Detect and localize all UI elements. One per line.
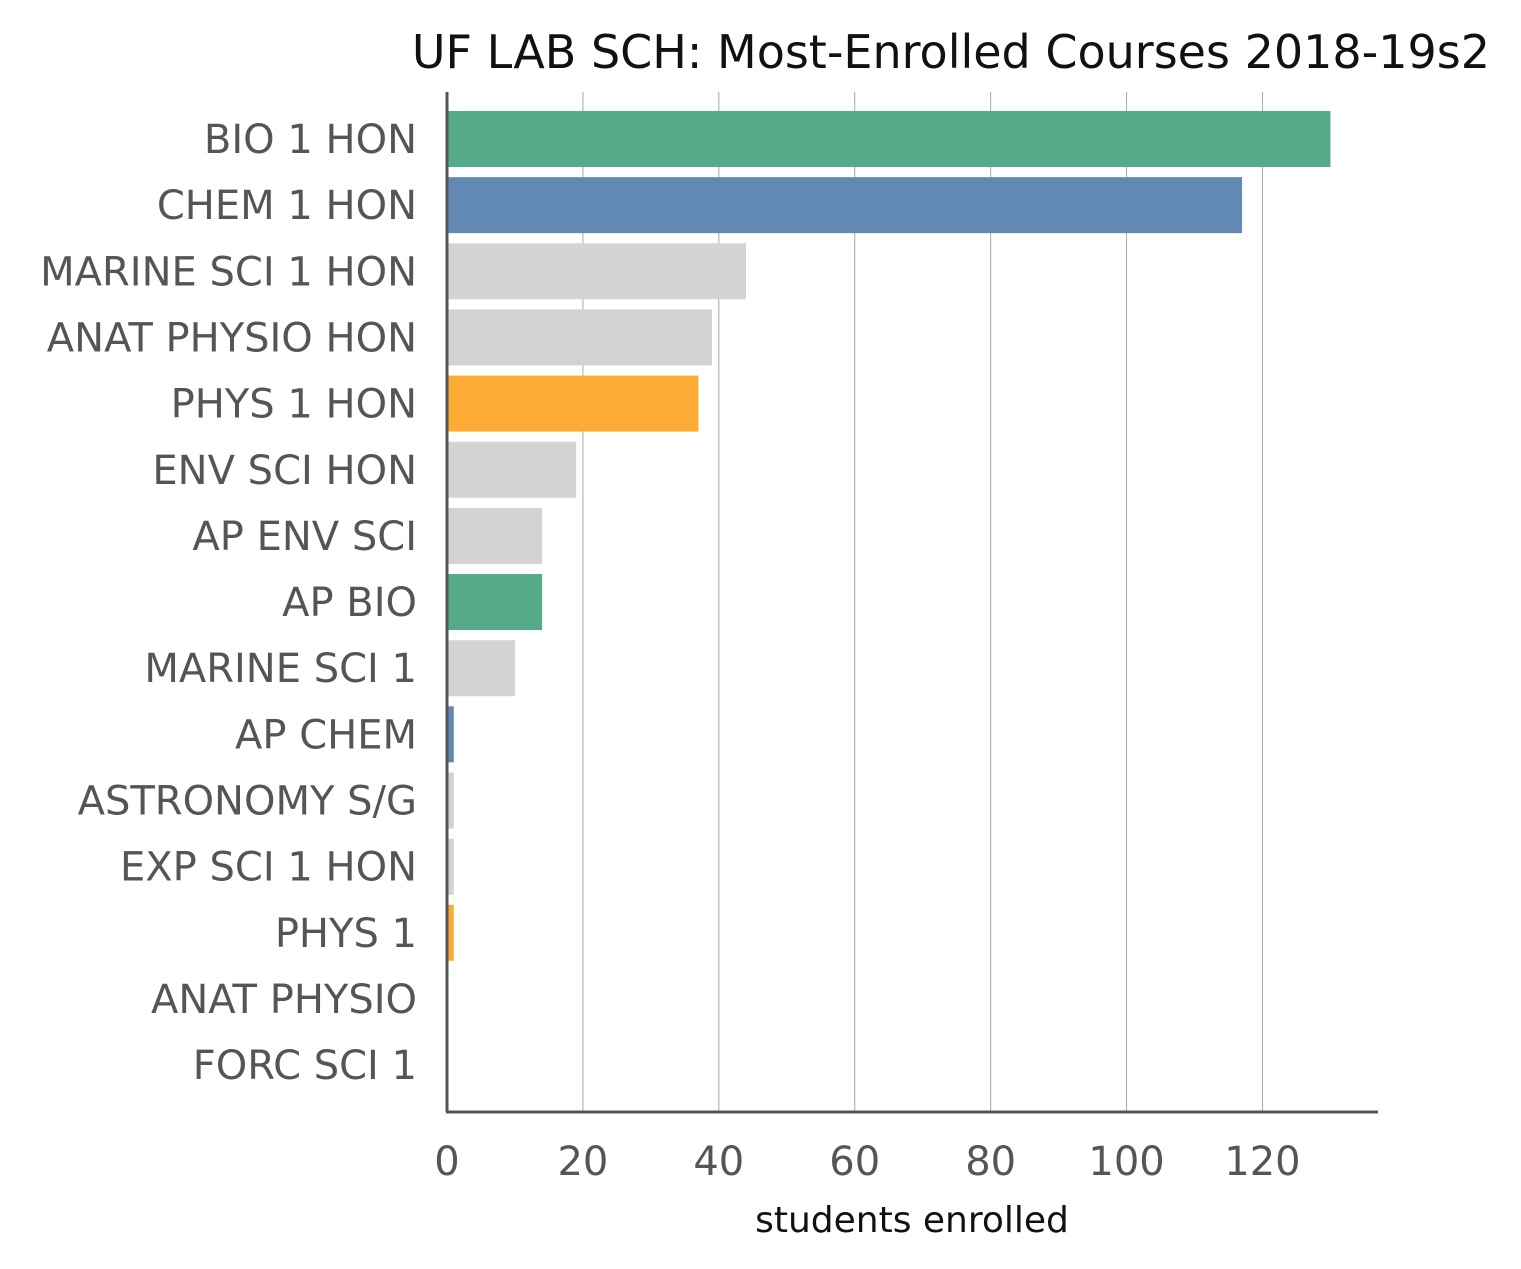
bar-bio-1-hon — [447, 111, 1331, 167]
bar-ap-env-sci — [447, 507, 543, 564]
category-label-ap-chem: AP CHEM — [235, 712, 417, 758]
category-label-astronomy-s-g: ASTRONOMY S/G — [78, 779, 417, 825]
x-tick-label-40: 40 — [693, 1139, 744, 1185]
category-label-marine-sci-1: MARINE SCI 1 — [144, 646, 417, 692]
category-label-marine-sci-1-hon: MARINE SCI 1 HON — [40, 249, 417, 295]
bar-ap-chem — [447, 706, 454, 763]
bar-marine-sci-1-hon — [447, 243, 747, 300]
bar-phys-1 — [447, 904, 454, 961]
category-label-phys-1-hon: PHYS 1 HON — [171, 382, 417, 428]
category-label-env-sci-hon: ENV SCI HON — [152, 448, 417, 494]
bar-exp-sci-1-hon — [447, 838, 454, 895]
x-tick-label-120: 120 — [1224, 1139, 1300, 1185]
bar-marine-sci-1 — [447, 640, 515, 697]
category-label-ap-env-sci: AP ENV SCI — [192, 514, 417, 560]
x-tick-label-80: 80 — [965, 1139, 1016, 1185]
category-label-anat-physio: ANAT PHYSIO — [151, 977, 417, 1023]
x-tick-label-20: 20 — [557, 1139, 608, 1185]
category-label-exp-sci-1-hon: EXP SCI 1 HON — [120, 845, 417, 891]
bar-ap-bio — [447, 574, 543, 631]
x-axis-title: students enrolled — [755, 1200, 1069, 1241]
x-tick-label-60: 60 — [829, 1139, 880, 1185]
bar-chem-1-hon — [447, 177, 1243, 234]
category-label-bio-1-hon: BIO 1 HON — [204, 117, 417, 163]
bar-env-sci-hon — [447, 441, 577, 498]
bars — [447, 111, 1331, 961]
chart-title: UF LAB SCH: Most-Enrolled Courses 2018-1… — [412, 25, 1490, 79]
axes — [445, 92, 1378, 1114]
x-tick-label-100: 100 — [1088, 1139, 1164, 1185]
bar-anat-physio-hon — [447, 309, 713, 366]
bar-phys-1-hon — [447, 375, 699, 432]
x-tick-labels: 0 20 40 60 80 100 120 — [434, 1139, 1300, 1185]
category-label-ap-bio: AP BIO — [282, 580, 417, 626]
x-tick-label-0: 0 — [434, 1139, 459, 1185]
bar-astronomy-s-g — [447, 772, 454, 829]
category-label-phys-1: PHYS 1 — [275, 911, 417, 957]
category-labels: BIO 1 HON CHEM 1 HON MARINE SCI 1 HON ANAT … — [40, 117, 417, 1089]
category-label-forc-sci-1: FORC SCI 1 — [193, 1043, 417, 1089]
category-label-chem-1-hon: CHEM 1 HON — [157, 183, 417, 229]
category-label-anat-physio-hon: ANAT PHYSIO HON — [47, 315, 417, 361]
